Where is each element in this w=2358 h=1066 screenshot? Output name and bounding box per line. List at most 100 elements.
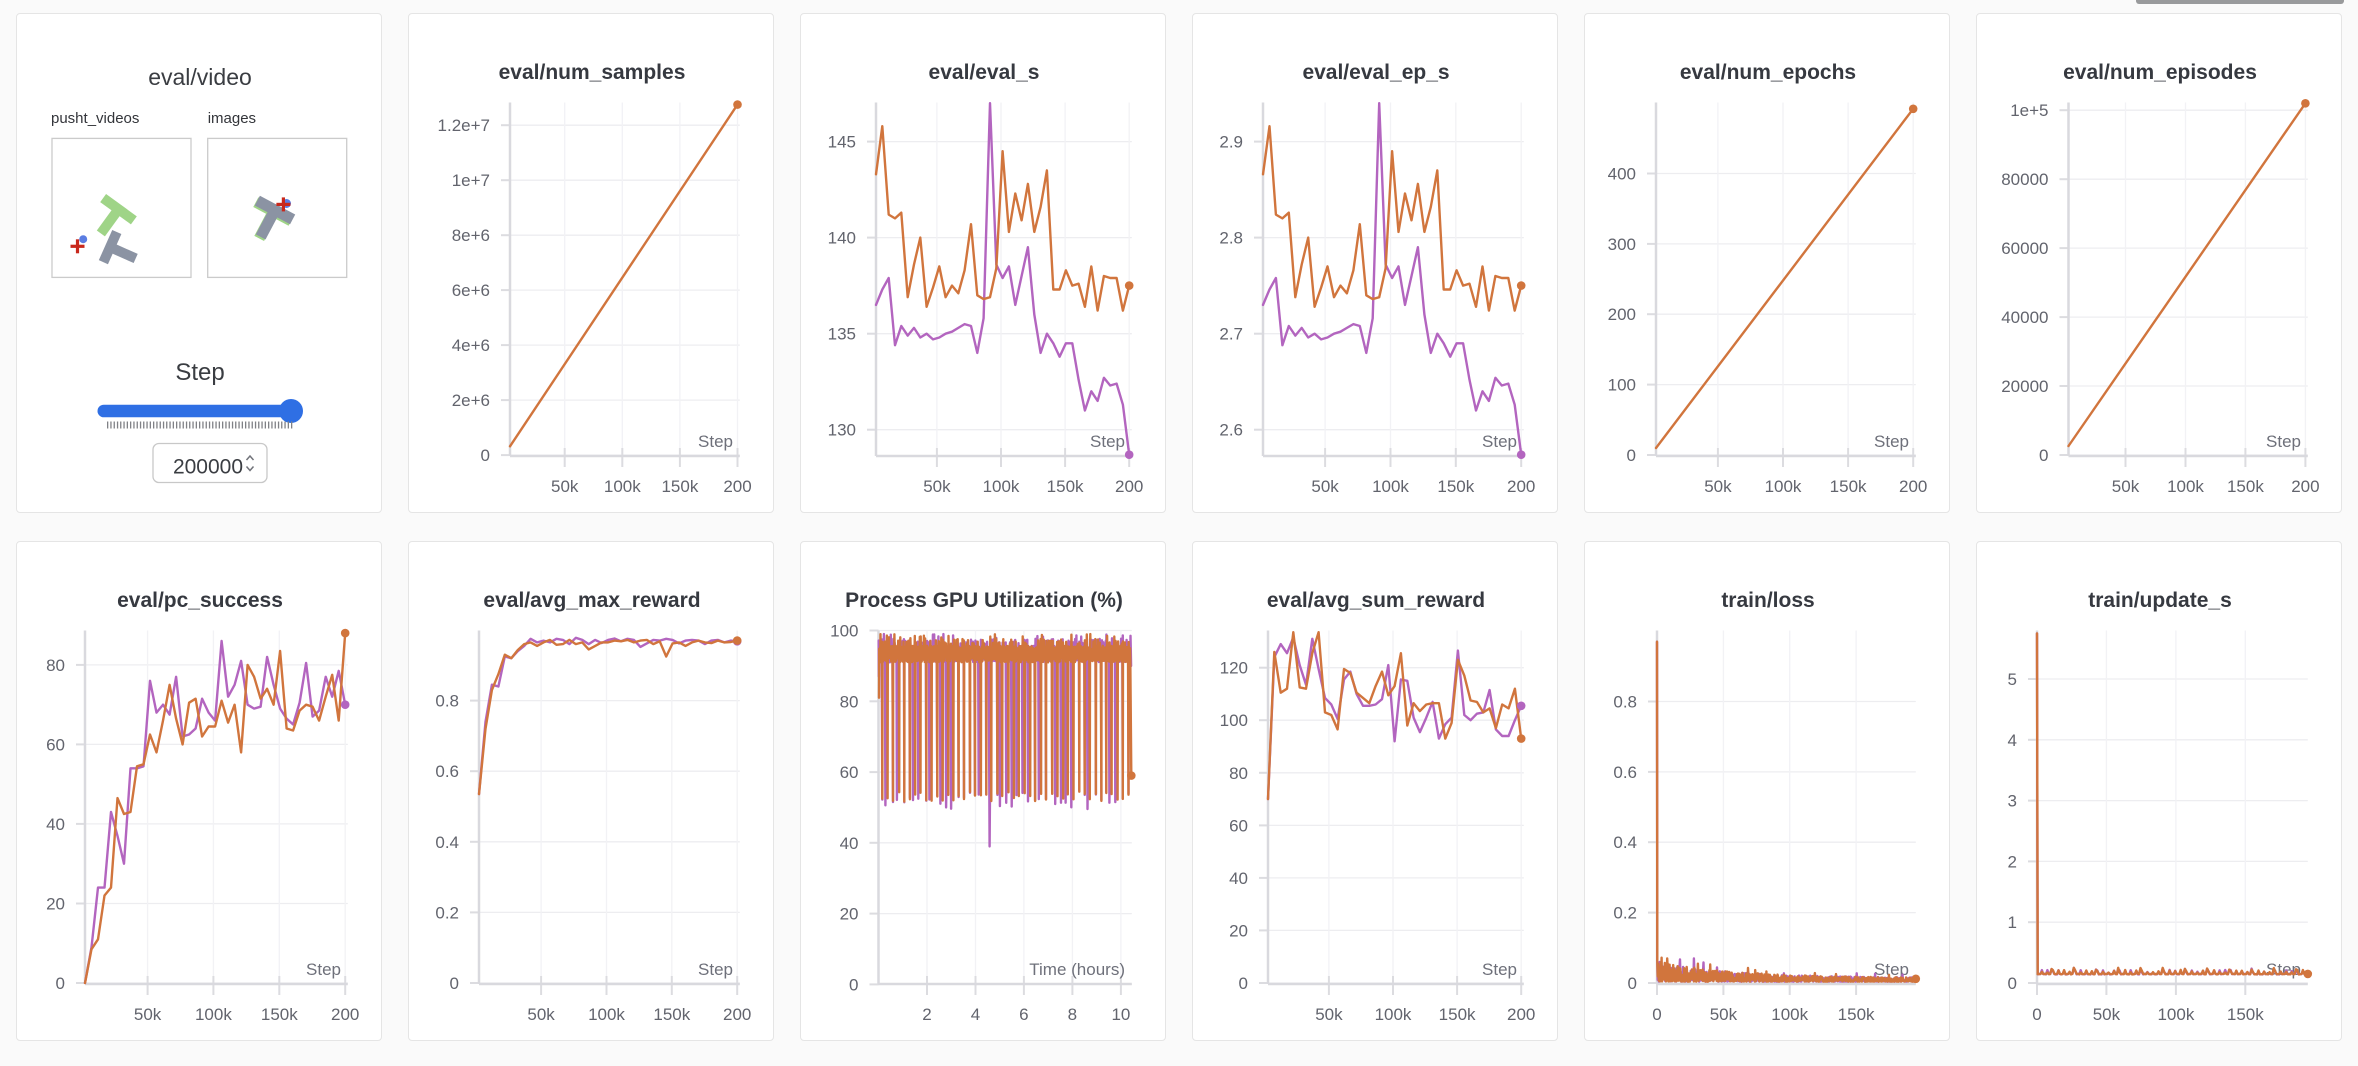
svg-text:0: 0 <box>1652 1005 1661 1024</box>
svg-text:100k: 100k <box>983 477 1020 496</box>
svg-text:200: 200 <box>2291 477 2319 496</box>
svg-text:140: 140 <box>828 229 856 248</box>
svg-text:2.7: 2.7 <box>1219 325 1243 344</box>
svg-text:eval/avg_max_reward: eval/avg_max_reward <box>483 589 700 612</box>
svg-text:135: 135 <box>828 325 856 344</box>
svg-text:80: 80 <box>1229 764 1248 783</box>
svg-text:40: 40 <box>46 815 65 834</box>
svg-text:0.6: 0.6 <box>1613 763 1637 782</box>
svg-text:0: 0 <box>450 974 459 993</box>
svg-text:50k: 50k <box>2093 1005 2121 1024</box>
svg-text:200: 200 <box>1507 1005 1535 1024</box>
svg-text:300: 300 <box>1608 235 1636 254</box>
svg-text:6e+6: 6e+6 <box>452 281 490 300</box>
svg-text:50k: 50k <box>923 477 951 496</box>
svg-text:150k: 150k <box>1047 477 1084 496</box>
svg-text:0: 0 <box>1239 974 1248 993</box>
svg-text:100k: 100k <box>195 1005 232 1024</box>
svg-text:0: 0 <box>849 975 858 994</box>
svg-text:150k: 150k <box>1437 477 1474 496</box>
svg-text:2.6: 2.6 <box>1219 421 1243 440</box>
svg-text:40: 40 <box>1229 869 1248 888</box>
svg-text:3: 3 <box>2008 792 2017 811</box>
svg-text:eval/video: eval/video <box>148 64 252 90</box>
svg-text:Step: Step <box>306 960 341 979</box>
svg-text:50k: 50k <box>527 1005 555 1024</box>
svg-text:0: 0 <box>1627 446 1636 465</box>
svg-text:4e+6: 4e+6 <box>452 336 490 355</box>
svg-text:100k: 100k <box>1765 477 1802 496</box>
svg-text:50k: 50k <box>1315 1005 1343 1024</box>
svg-text:150k: 150k <box>653 1005 690 1024</box>
svg-text:4: 4 <box>2008 731 2017 750</box>
svg-text:150k: 150k <box>2227 477 2264 496</box>
svg-text:60: 60 <box>840 763 859 782</box>
svg-text:100k: 100k <box>604 477 641 496</box>
svg-text:Step: Step <box>698 960 733 979</box>
svg-text:100: 100 <box>1220 711 1248 730</box>
svg-text:150k: 150k <box>2227 1005 2264 1024</box>
svg-text:Step: Step <box>1482 960 1517 979</box>
svg-text:400: 400 <box>1608 165 1636 184</box>
svg-text:eval/num_samples: eval/num_samples <box>499 61 686 84</box>
svg-text:100k: 100k <box>2167 477 2204 496</box>
svg-text:100k: 100k <box>1375 1005 1412 1024</box>
svg-text:eval/avg_sum_reward: eval/avg_sum_reward <box>1267 589 1485 612</box>
svg-text:eval/pc_success: eval/pc_success <box>117 589 283 612</box>
svg-text:eval/eval_s: eval/eval_s <box>929 61 1040 84</box>
svg-text:train/update_s: train/update_s <box>2088 589 2232 612</box>
svg-text:8e+6: 8e+6 <box>452 226 490 245</box>
svg-text:50k: 50k <box>1311 477 1339 496</box>
svg-text:0: 0 <box>2008 974 2017 993</box>
svg-text:100: 100 <box>1608 376 1636 395</box>
svg-text:0.4: 0.4 <box>1613 833 1637 852</box>
svg-text:0: 0 <box>1628 974 1637 993</box>
svg-text:60: 60 <box>46 735 65 754</box>
svg-text:10: 10 <box>1111 1005 1130 1024</box>
svg-text:150k: 150k <box>1439 1005 1476 1024</box>
svg-text:Step: Step <box>175 359 224 386</box>
svg-text:Step: Step <box>1090 432 1125 451</box>
svg-text:1e+5: 1e+5 <box>2010 101 2048 120</box>
svg-text:200: 200 <box>331 1005 359 1024</box>
svg-text:1: 1 <box>2008 913 2017 932</box>
svg-text:100k: 100k <box>1372 477 1409 496</box>
svg-text:Step: Step <box>698 432 733 451</box>
svg-text:20: 20 <box>46 895 65 914</box>
svg-text:Process GPU Utilization (%): Process GPU Utilization (%) <box>845 589 1123 612</box>
svg-text:50k: 50k <box>134 1005 162 1024</box>
svg-text:Step: Step <box>1874 960 1909 979</box>
svg-text:80: 80 <box>840 692 859 711</box>
svg-text:0.6: 0.6 <box>435 762 459 781</box>
svg-text:20000: 20000 <box>2001 377 2048 396</box>
svg-text:80000: 80000 <box>2001 170 2048 189</box>
svg-text:120: 120 <box>1220 659 1248 678</box>
svg-text:200000: 200000 <box>173 456 243 479</box>
svg-text:60000: 60000 <box>2001 239 2048 258</box>
svg-text:50k: 50k <box>2112 477 2140 496</box>
svg-text:150k: 150k <box>1838 1005 1875 1024</box>
svg-text:2e+6: 2e+6 <box>452 391 490 410</box>
svg-text:0.4: 0.4 <box>435 833 459 852</box>
svg-text:0.2: 0.2 <box>435 903 459 922</box>
svg-text:50k: 50k <box>551 477 579 496</box>
svg-text:50k: 50k <box>1710 1005 1738 1024</box>
svg-text:130: 130 <box>828 421 856 440</box>
svg-text:Step: Step <box>1482 432 1517 451</box>
svg-text:150k: 150k <box>261 1005 298 1024</box>
svg-text:200: 200 <box>1899 477 1927 496</box>
svg-text:200: 200 <box>1608 305 1636 324</box>
svg-text:Time (hours): Time (hours) <box>1029 960 1125 979</box>
svg-text:50k: 50k <box>1704 477 1732 496</box>
svg-text:2: 2 <box>922 1005 931 1024</box>
svg-text:1e+7: 1e+7 <box>452 171 490 190</box>
svg-text:0.2: 0.2 <box>1613 904 1637 923</box>
svg-text:Step: Step <box>1874 432 1909 451</box>
svg-text:1.2e+7: 1.2e+7 <box>438 116 490 135</box>
svg-text:0: 0 <box>2039 446 2048 465</box>
svg-text:200: 200 <box>1507 477 1535 496</box>
svg-text:train/loss: train/loss <box>1721 589 1814 612</box>
svg-text:100k: 100k <box>588 1005 625 1024</box>
svg-text:100: 100 <box>830 622 858 641</box>
svg-text:4: 4 <box>971 1005 980 1024</box>
